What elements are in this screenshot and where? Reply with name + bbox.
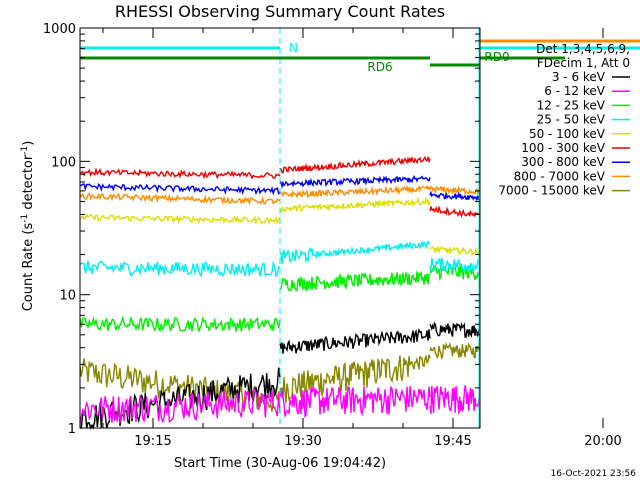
x-tick-label: 20:00 [584,434,621,449]
series-segment [280,196,431,213]
legend-header-line-2: FDecim 1, Att 0 [537,56,630,70]
chart-title: RHESSI Observing Summary Count Rates [115,2,445,21]
plot-frame [79,27,481,429]
legend: Det 1,3,4,5,6,9, FDecim 1, Att 0 3 - 6 k… [498,42,630,198]
series-line [79,385,481,425]
rd6-flag-label: RD6 [367,60,392,74]
series-segment [79,192,281,206]
series-line [79,196,481,257]
legend-entry-label: 12 - 25 keV [537,98,606,112]
legend-entry-label: 6 - 12 keV [544,84,606,98]
series-segment [429,257,480,274]
y-axis-label: Count Rate (s-1 detector-1) [20,141,36,312]
series-layer [79,155,481,431]
legend-entry-label: 100 - 300 keV [521,141,605,155]
series-segment [79,182,281,196]
series-segment [429,185,481,196]
x-tick-label: 19:30 [284,434,321,449]
series-segment [279,155,431,174]
series-segment [279,327,431,354]
rd0-flag-label: RD0 [484,50,509,64]
legend-entry-label: 3 - 6 keV [552,70,606,84]
legend-entry-label: 300 - 800 keV [521,155,605,169]
flags-layer: NSRD0RD6 [79,28,640,428]
y-tick-label: 10 [59,289,76,304]
series-segment [429,341,481,360]
series-segment [279,270,431,293]
series-segment [79,387,281,425]
series-segment [429,190,481,202]
legend-header-line-1: Det 1,3,4,5,6,9, [536,42,630,56]
legend-entry-label: 25 - 50 keV [537,113,606,127]
y-tick-label: 1 [68,422,76,437]
legend-entry-label: 7000 - 15000 keV [498,184,605,198]
series-segment [79,259,281,278]
x-axis-label: Start Time (30-Aug-06 19:04:42) [174,456,386,471]
series-line [79,184,481,206]
series-segment [429,244,481,257]
series-segment [279,240,431,265]
night-flag-label: N [289,41,298,55]
series-segment [79,213,281,226]
series-segment [429,321,481,339]
series-segment [429,385,481,414]
legend-entry-label: 800 - 7000 keV [514,169,606,183]
x-tick-label: 19:15 [134,434,171,449]
y-tick-label: 1000 [43,22,76,37]
x-tick-label: 19:45 [434,434,471,449]
series-line [79,155,480,219]
series-segment [279,385,431,419]
series-segment [279,175,431,190]
series-segment [429,205,480,219]
series-segment [279,354,431,404]
series-line [79,240,480,278]
legend-entry-label: 50 - 100 keV [529,127,606,141]
y-tick-label: 100 [51,155,76,170]
series-line [79,175,481,202]
plot-area: NSRD0RD6 110100100019:1519:3019:4520:002… [43,22,640,449]
series-segment [79,167,281,180]
series-segment [79,315,281,333]
footer-timestamp: 16-Oct-2021 23:56 [551,469,637,479]
series-segment [279,184,431,200]
